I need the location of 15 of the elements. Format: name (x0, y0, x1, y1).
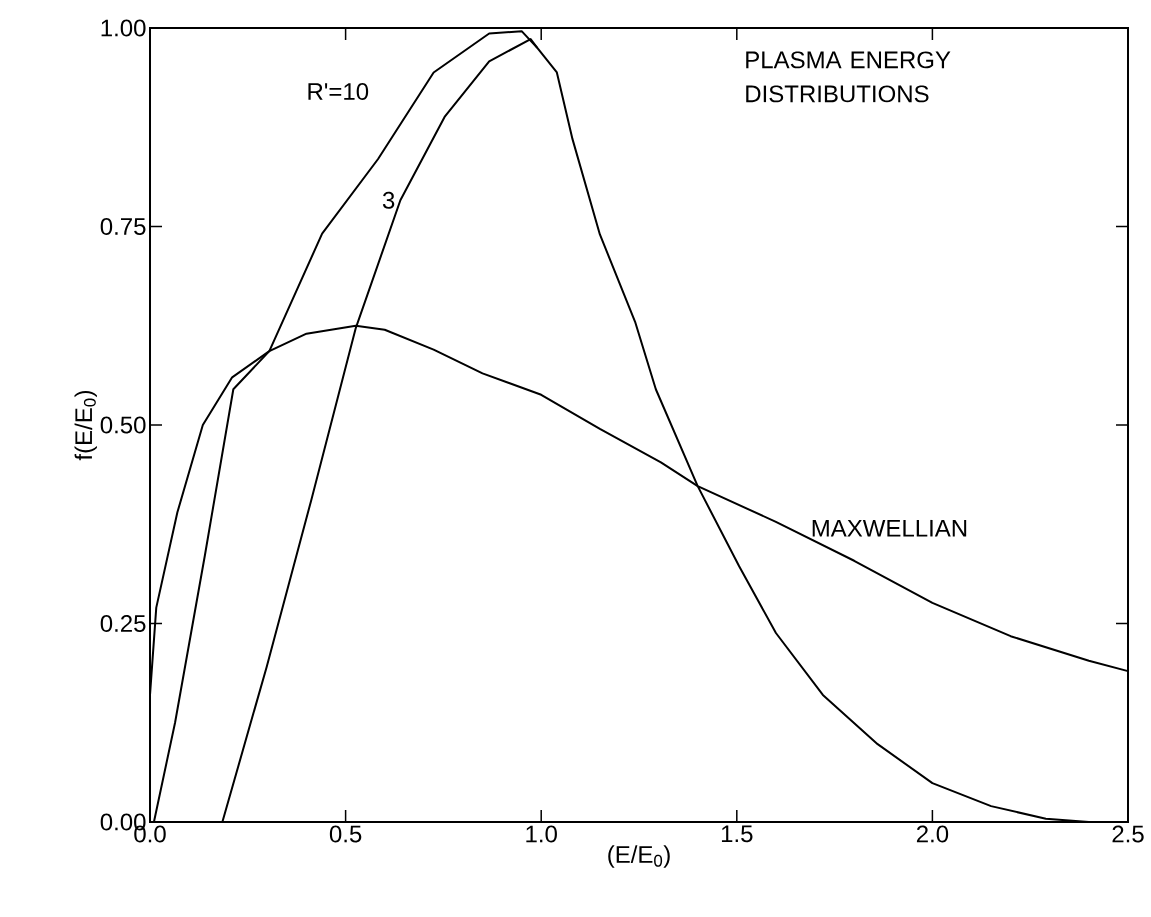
x-tick-label: 2.5 (1112, 825, 1144, 843)
x-tick-label: 1.0 (526, 825, 557, 843)
series-label: MAXWELLIAN (812, 519, 967, 537)
y-tick-label: 1.00 (101, 19, 146, 37)
x-tick-label: 0.5 (329, 825, 362, 843)
y-tick-label: 0.75 (100, 218, 146, 235)
y-axis-title: f(E/E$_{0}$) (74, 390, 97, 461)
x-tick-label: 2.0 (916, 825, 949, 843)
series-label: R'=10 (308, 83, 369, 100)
text: PLASMA ENERGY DISTRIBUTIONS (746, 51, 951, 103)
y-tick-label: 0.25 (100, 615, 146, 632)
y-tick-label: 0.50 (100, 416, 146, 434)
series-label: 3 (382, 191, 395, 209)
x-tick-label: 1.5 (721, 825, 753, 843)
x-axis-title: (E/E$_{0}$) (608, 845, 670, 868)
